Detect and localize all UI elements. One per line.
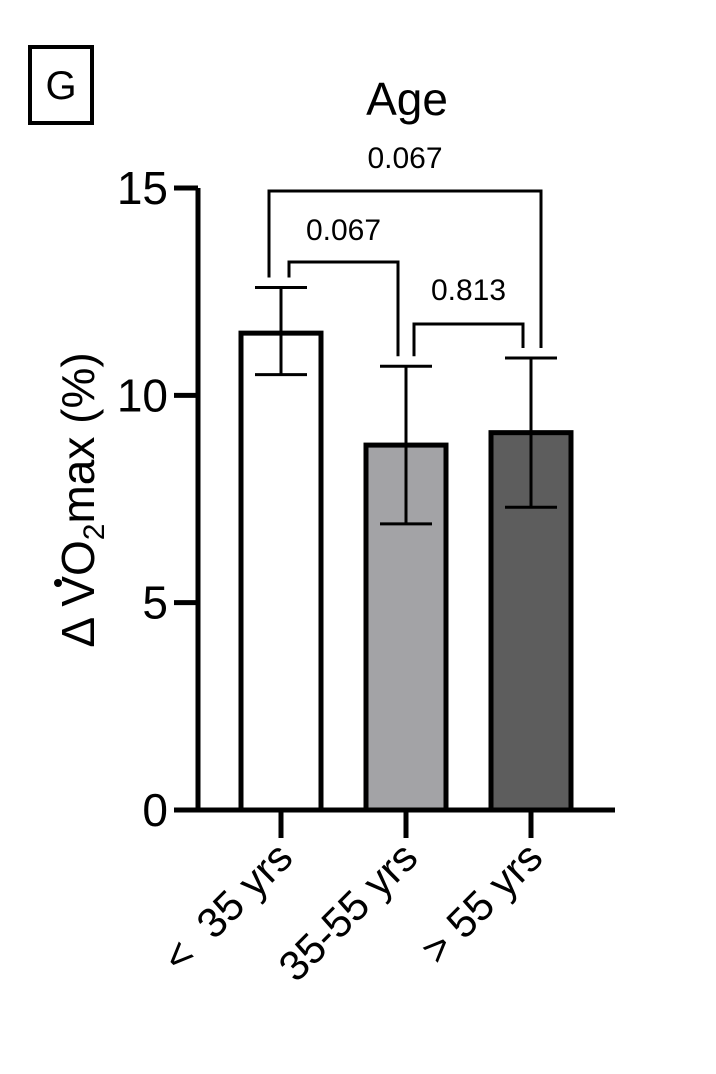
y-axis-label-o: O [52,540,104,576]
y-tick-label: 10 [117,369,168,421]
y-axis-label-dot [54,579,62,587]
x-tick-label: > 55 yrs [412,833,552,973]
y-tick-label: 0 [142,784,168,836]
y-tick-label: 15 [117,162,168,214]
panel-label-box [28,45,94,125]
y-axis-label-sub: 2 [78,524,111,541]
chart-title: Age [366,73,448,125]
p-value-label: 0.067 [306,214,381,247]
y-tick-label: 5 [142,577,168,629]
significance-bracket [287,260,400,357]
error-bars [255,286,557,526]
panel-label: G [45,64,76,108]
y-axis-label-prefix: Δ V [52,576,104,648]
y-axis-label-suffix: max (%) [52,352,104,523]
x-tick-label: 35-55 yrs [269,833,426,990]
p-value-label: 0.067 [367,142,442,175]
significance-bracket [412,322,525,357]
significance-brackets: 0.067 0.813 0.067 [267,142,543,357]
y-axis-label: Δ VO2max (%) [52,352,111,647]
bar [238,330,324,813]
p-value-label: 0.813 [431,274,506,307]
significance-bracket [267,189,543,349]
